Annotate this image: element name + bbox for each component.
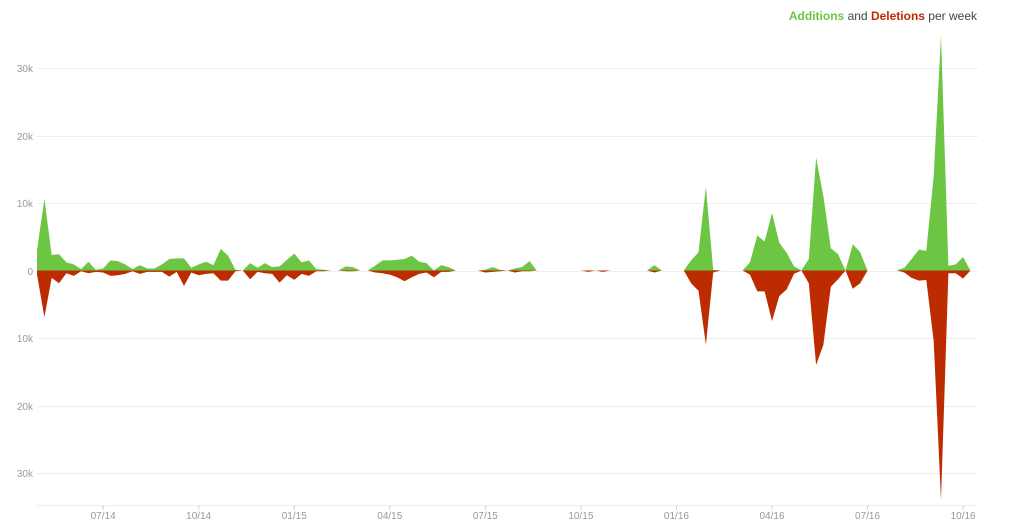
y-tick-label: 30k (17, 64, 34, 75)
x-tick-label: 04/15 (377, 511, 402, 522)
x-tick-label: 07/15 (473, 511, 498, 522)
y-tick-label: 30k (17, 469, 34, 480)
x-tick-label: 04/16 (759, 511, 784, 522)
x-tick-label: 01/15 (282, 511, 307, 522)
x-tick-label: 10/15 (568, 511, 593, 522)
x-tick-label: 01/16 (664, 511, 689, 522)
legend-additions: Additions (788, 9, 845, 23)
y-tick-label: 10k (17, 334, 34, 345)
x-tick-label: 07/14 (91, 511, 116, 522)
deletions-area (37, 270, 971, 500)
legend-connector: and (847, 9, 868, 23)
x-tick-label: 07/16 (855, 511, 880, 522)
y-tick-label: 20k (17, 132, 34, 143)
x-tick-label: 10/14 (186, 511, 211, 522)
y-axis: 30k 20k 10k 0 10k 20k 30k (17, 64, 34, 480)
y-tick-label: 20k (17, 402, 34, 413)
y-tick-label: 0 (27, 267, 33, 278)
additions-area (37, 35, 971, 271)
series-areas (37, 35, 971, 500)
x-axis: 07/14 10/14 01/15 04/15 07/15 10/15 01/16 04/16… (37, 505, 978, 522)
y-tick-label: 10k (17, 199, 34, 210)
chart-legend: Additions and Deletions per week (789, 9, 977, 23)
legend-suffix: per week (928, 9, 977, 23)
x-tick-label: 10/16 (951, 511, 976, 522)
legend-deletions: Deletions (870, 9, 925, 23)
